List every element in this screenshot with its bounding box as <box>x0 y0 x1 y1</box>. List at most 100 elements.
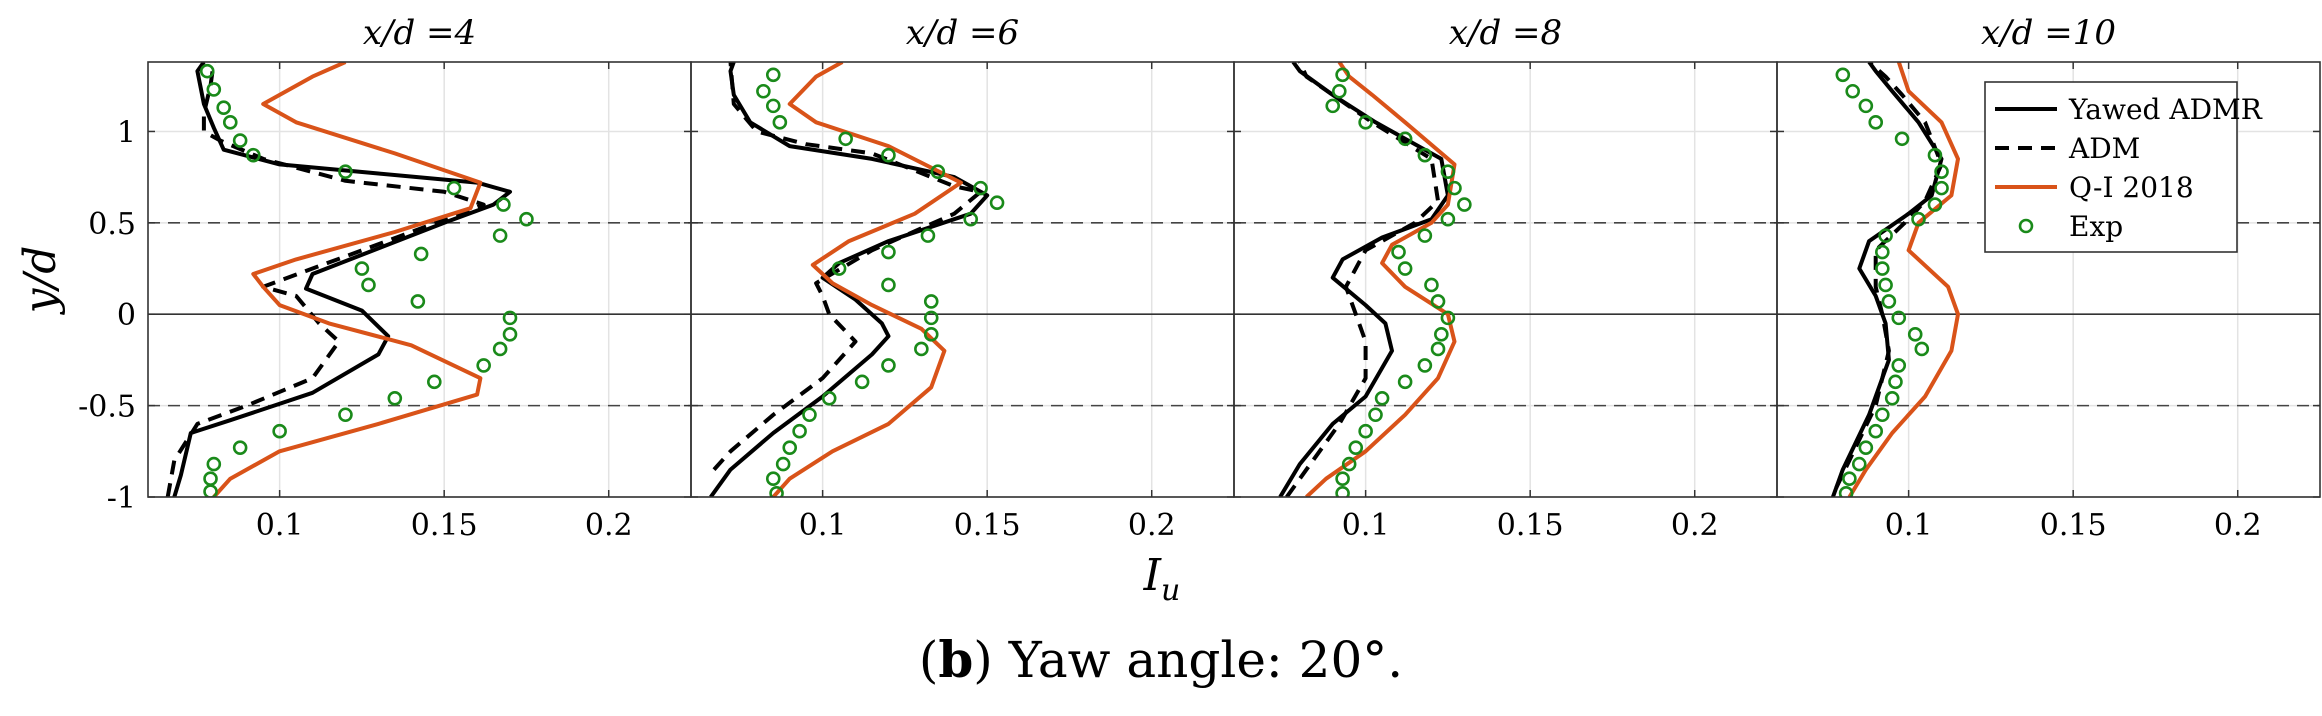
qi-line <box>212 62 483 497</box>
exp-point <box>989 195 1005 211</box>
exp-point <box>1838 486 1854 497</box>
exp-point <box>1911 211 1926 227</box>
exp-point <box>1884 391 1900 406</box>
exp-point <box>772 115 788 130</box>
exp-point <box>502 327 518 342</box>
exp-point <box>199 63 215 79</box>
exp-point <box>427 374 442 390</box>
exp-point <box>272 423 287 439</box>
x-tick-label: 0.2 <box>1671 508 1719 543</box>
exp-point <box>1417 228 1433 243</box>
exp-point <box>920 228 936 243</box>
exp-point <box>923 327 939 342</box>
exp-point <box>496 197 511 212</box>
exp-point <box>492 228 508 243</box>
exp-point <box>756 83 771 99</box>
exp-point <box>1457 197 1472 212</box>
exp-point <box>1368 407 1383 423</box>
exp-point <box>1440 164 1456 179</box>
legend-label-qi: Q-I 2018 <box>2069 171 2194 204</box>
exp-point <box>838 131 853 147</box>
panel-2: 0.1 0.15 0.2 x/d =6 <box>690 13 1235 543</box>
yawed-line <box>172 62 512 497</box>
exp-point <box>410 294 426 309</box>
exp-point <box>1934 180 1949 196</box>
exp-point <box>1348 440 1364 455</box>
exp-point <box>881 244 896 260</box>
exp-point <box>1325 98 1341 114</box>
x-tick-label: 0.1 <box>256 508 304 543</box>
x-tick-label: 0.1 <box>1342 508 1390 543</box>
panel-3: 0.1 0.15 0.2 x/d =8 <box>1233 13 1778 543</box>
x-tick-label: 0.2 <box>2214 508 2262 543</box>
exp-point <box>1358 423 1373 439</box>
legend: Yawed ADMR ADM Q-I 2018 Exp <box>1984 81 2263 253</box>
exp-point <box>1914 341 1930 357</box>
exp-point <box>1881 294 1897 309</box>
exp-point <box>1341 456 1357 472</box>
exp-point <box>1440 310 1456 326</box>
y-axis-label: y/d <box>15 246 66 316</box>
exp-point <box>232 440 248 455</box>
exp-point <box>1434 327 1449 342</box>
exp-point <box>1397 131 1413 147</box>
exp-point <box>1888 374 1903 390</box>
exp-point <box>203 484 218 497</box>
x-tick-label: 0.15 <box>954 508 1021 543</box>
x-tick-label: 0.2 <box>585 508 633 543</box>
panel-frame <box>1776 61 2321 498</box>
exp-point <box>765 67 781 83</box>
exp-point <box>1858 98 1874 114</box>
exp-point <box>1397 374 1413 390</box>
exp-point <box>1927 197 1943 212</box>
exp-point <box>206 456 222 472</box>
exp-point <box>914 341 929 357</box>
exp-point <box>1907 327 1923 342</box>
exp-point <box>387 391 403 406</box>
exp-point <box>1397 261 1413 276</box>
exp-point <box>765 471 781 487</box>
y-tick-label: 0.5 <box>88 207 136 242</box>
series-group <box>709 62 1005 497</box>
y-tick-label: 0 <box>117 298 136 333</box>
exp-point <box>973 180 988 196</box>
legend-label-adm: ADM <box>2068 132 2140 165</box>
y-tick-label: 1 <box>117 115 136 150</box>
yawed-line <box>1831 62 1944 497</box>
x-tick-label: 0.1 <box>1885 508 1933 543</box>
panel-title: x/d =4 <box>363 13 476 53</box>
exp-point <box>1868 115 1884 130</box>
exp-point <box>446 180 462 196</box>
exp-point <box>1835 67 1851 83</box>
panel-title: x/d =10 <box>1981 13 2116 53</box>
exp-point <box>775 456 791 472</box>
exp-point <box>246 147 261 163</box>
series-group <box>1278 62 1472 497</box>
adm-line <box>1834 62 1944 489</box>
exp-point <box>765 98 781 114</box>
yawed-line <box>709 62 990 497</box>
exp-point <box>1335 67 1350 83</box>
exp-point <box>1894 131 1910 147</box>
exp-point <box>1430 341 1446 357</box>
exp-point <box>1858 440 1874 455</box>
series-group <box>165 62 534 497</box>
exp-point <box>1934 164 1949 179</box>
exp-point <box>1332 83 1347 99</box>
exp-point <box>881 277 896 293</box>
exp-point <box>1440 211 1456 227</box>
qi-line <box>1305 62 1457 497</box>
adm-line <box>165 62 486 497</box>
panel-1: 0.1 0.15 0.2 -1 -0.5 0 0.5 1 x/d =4 <box>78 13 692 543</box>
exp-point <box>1891 310 1907 326</box>
exp-point <box>802 407 817 423</box>
exp-point <box>821 391 837 406</box>
x-tick-label: 0.15 <box>1497 508 1564 543</box>
exp-point <box>1868 423 1884 439</box>
exp-point <box>1417 147 1433 163</box>
exp-point <box>854 374 870 390</box>
exp-point <box>1374 391 1390 406</box>
panel-title: x/d =6 <box>906 13 1019 53</box>
exp-point <box>1878 228 1893 243</box>
exp-point <box>1875 407 1890 423</box>
